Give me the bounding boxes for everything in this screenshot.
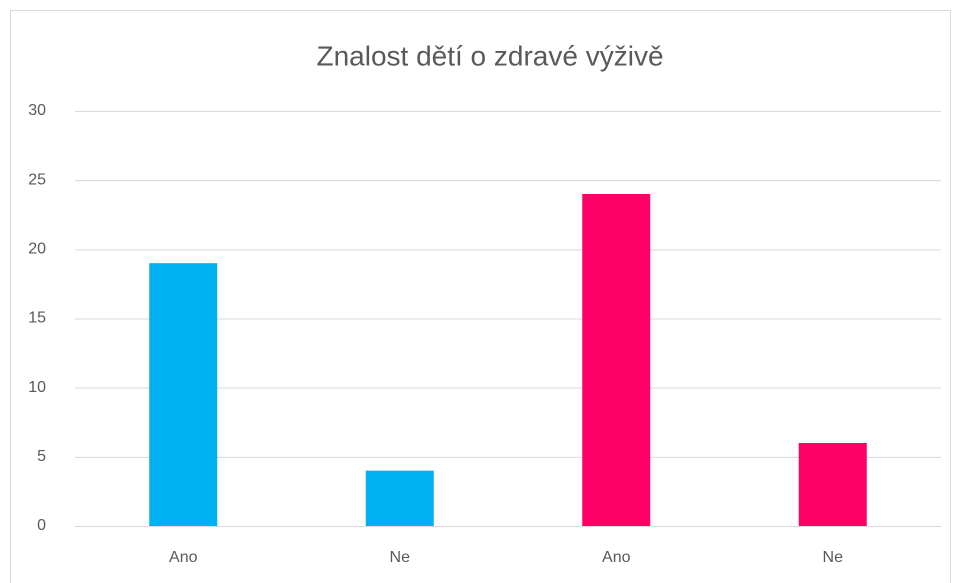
x-tick-label: Ne [390, 549, 411, 566]
y-tick-label: 20 [28, 241, 46, 258]
y-tick-label: 10 [28, 379, 46, 396]
y-tick-label: 15 [28, 310, 46, 327]
x-tick-label: Ne [823, 549, 844, 566]
chart-title: Znalost dětí o zdravé výživě [316, 40, 663, 71]
bar [149, 263, 218, 526]
y-tick-label: 0 [37, 517, 46, 534]
bar [365, 470, 434, 526]
bar [798, 443, 867, 526]
x-tick-label: Ano [169, 549, 198, 566]
y-tick-label: 5 [37, 448, 46, 465]
bar [582, 194, 651, 526]
y-tick-label: 30 [28, 102, 46, 119]
x-tick-label: Ano [602, 549, 631, 566]
y-tick-label: 25 [28, 171, 46, 188]
